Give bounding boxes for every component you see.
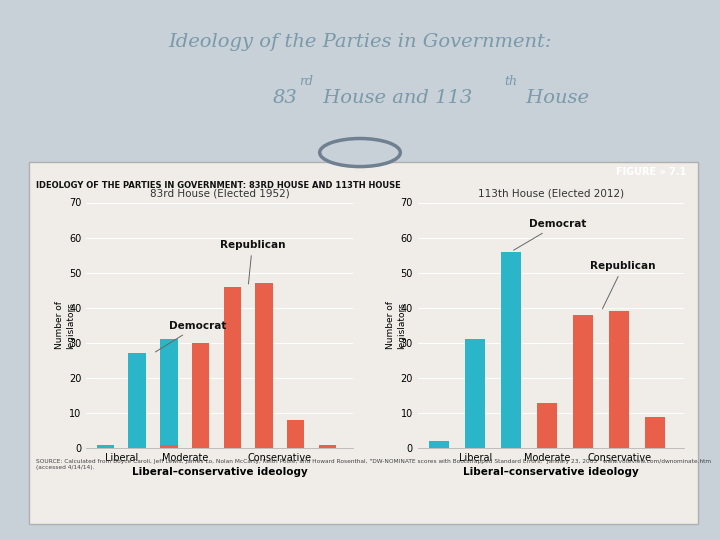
X-axis label: Liberal–conservative ideology: Liberal–conservative ideology [132,467,307,477]
Circle shape [320,139,400,166]
Text: IDEOLOGY OF THE PARTIES IN GOVERNMENT: 83RD HOUSE AND 113TH HOUSE: IDEOLOGY OF THE PARTIES IN GOVERNMENT: 8… [36,181,401,190]
Bar [537,409,557,448]
Bar [192,364,210,448]
Bar [128,354,146,448]
Text: Democrat: Democrat [156,321,226,352]
Text: Republican: Republican [590,261,656,309]
Bar [96,444,114,448]
Y-axis label: Number of
legislators: Number of legislators [387,301,406,349]
X-axis label: Liberal–conservative ideology: Liberal–conservative ideology [463,467,639,477]
Text: House: House [520,89,589,107]
Bar [160,444,178,448]
Text: #2ab5c8: #2ab5c8 [153,353,159,354]
Bar [287,420,305,448]
Text: Republican: Republican [220,240,285,284]
Text: Democrat: Democrat [513,219,587,250]
Text: House and 113: House and 113 [317,89,472,107]
Title: 83rd House (Elected 1952): 83rd House (Elected 1952) [150,189,289,199]
Bar [192,343,210,448]
Bar [224,287,241,448]
Bar [429,441,449,448]
Bar [609,311,629,448]
Bar [573,315,593,448]
Bar [501,252,521,448]
Bar [645,417,665,448]
Text: 83: 83 [273,89,297,107]
Text: th: th [504,75,517,87]
Bar [319,444,336,448]
Text: Ideology of the Parties in Government:: Ideology of the Parties in Government: [168,33,552,51]
Bar [224,409,241,448]
Y-axis label: Number of
legislators: Number of legislators [55,301,75,349]
Bar [465,339,485,448]
Text: FIGURE » 7.1: FIGURE » 7.1 [616,167,686,177]
Bar [160,339,178,448]
Title: 113th House (Elected 2012): 113th House (Elected 2012) [478,189,624,199]
Bar [537,403,557,448]
Bar [256,283,273,448]
Text: SOURCE: Calculated from Boyce Caroli, Jeff Lewis, James Lo, Nolan McCarty, Keith: SOURCE: Calculated from Boyce Caroli, Je… [36,459,711,470]
Text: rd: rd [300,75,313,87]
